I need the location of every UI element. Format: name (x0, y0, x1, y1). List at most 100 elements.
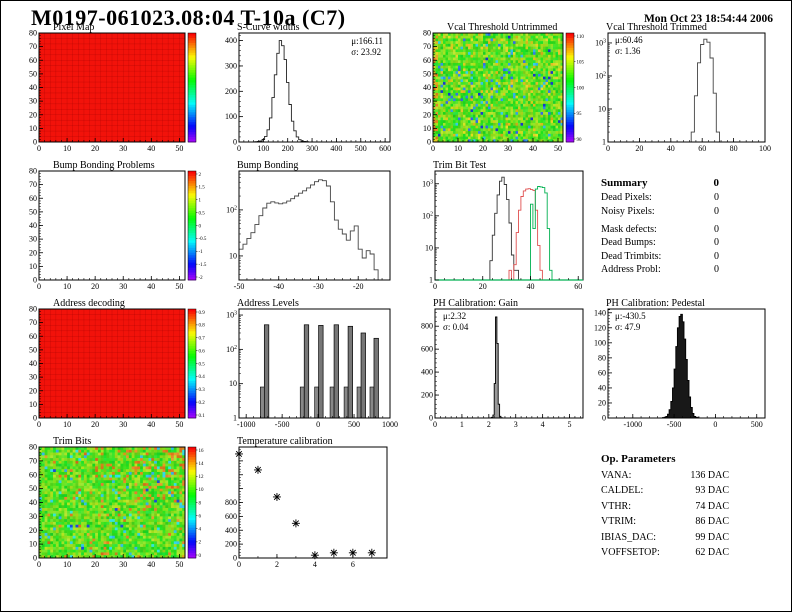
svg-text:50: 50 (29, 207, 37, 216)
svg-text:70: 70 (29, 180, 37, 189)
svg-text:10: 10 (454, 144, 462, 153)
svg-text:10: 10 (229, 379, 237, 388)
svg-text:40: 40 (423, 83, 431, 92)
svg-text:-500: -500 (275, 420, 290, 429)
svg-text:0: 0 (431, 144, 435, 153)
plot-title: Temperature calibration (237, 436, 333, 447)
plot-title: Address decoding (53, 298, 125, 309)
svg-text:0.8: 0.8 (199, 324, 206, 329)
svg-text:20: 20 (29, 386, 37, 395)
svg-text:20: 20 (29, 110, 37, 119)
svg-text:103: 103 (226, 311, 237, 320)
plot-s-curve-widths: S-Curve widths μ:166.11 σ: 23.92 0 100 200 3… (217, 21, 393, 155)
op-parameters-panel: Op. Parameters VANA: 136 DAC CALDEL: 93 DA… (601, 453, 729, 558)
svg-text:400: 400 (330, 144, 342, 153)
svg-text:120: 120 (594, 323, 606, 332)
svg-text:0.6: 0.6 (199, 349, 206, 354)
summary-row: Dead Bumps: 0 (601, 237, 719, 248)
svg-text:40: 40 (147, 282, 155, 291)
chart-canvas: -1000 -500 0 500 1000 1 10 102 103 (226, 308, 398, 429)
svg-text:-40: -40 (273, 282, 284, 291)
svg-text:300: 300 (225, 61, 237, 70)
svg-text:60: 60 (29, 194, 37, 203)
chart-canvas: 0 10 20 30 40 50 0 10 20 30 40 50 60 70 80 (29, 29, 197, 153)
stat-mu: μ:60.46 (615, 35, 643, 45)
stats-box: μ:-430.5 σ: 47.9 (615, 311, 646, 332)
svg-text:30: 30 (504, 144, 512, 153)
timestamp: Mon Oct 23 18:54:44 2006 (643, 13, 773, 25)
svg-text:0: 0 (433, 420, 437, 429)
svg-text:0: 0 (33, 414, 37, 423)
plot-title: Trim Bit Test (433, 160, 487, 171)
svg-text:60: 60 (29, 332, 37, 341)
plot-title: S-Curve widths (237, 22, 300, 33)
svg-text:102: 102 (226, 345, 237, 354)
plot-vcal-threshold-trimmed: Vcal Threshold Trimmed μ:60.46 σ: 1.36 0 2… (591, 21, 771, 155)
svg-text:200: 200 (421, 391, 433, 400)
svg-text:50: 50 (29, 345, 37, 354)
svg-text:100: 100 (577, 86, 585, 91)
svg-text:20: 20 (635, 144, 643, 153)
plot-title: Bump Bonding Problems (53, 160, 155, 171)
svg-text:3: 3 (514, 420, 518, 429)
svg-text:0.3: 0.3 (199, 388, 206, 393)
svg-text:30: 30 (29, 235, 37, 244)
svg-text:50: 50 (29, 69, 37, 78)
plot-address-levels: Address Levels -1000 -500 0 500 1000 1 10 102 103 (217, 297, 398, 431)
chart-canvas: 0 10 20 30 40 50 0 10 20 30 40 50 60 70 80 110 105 100 95 9… (423, 29, 585, 154)
op-parameter-row: IBIAS_DAC: 99 DAC (601, 531, 729, 543)
plot-ph-calibration-gain: PH Calibration: Gain μ:2.32 σ: 0.04 0 1 2 3 4… (419, 297, 587, 431)
svg-text:0: 0 (233, 138, 237, 147)
svg-text:10: 10 (63, 282, 71, 291)
svg-text:60: 60 (574, 282, 582, 291)
svg-text:5: 5 (568, 420, 572, 429)
svg-text:40: 40 (29, 83, 37, 92)
svg-text:2: 2 (199, 173, 202, 178)
svg-text:20: 20 (29, 248, 37, 257)
plot-address-decoding: Address decoding 0 10 20 30 40 50 0 10 20 30 40 50 60… (25, 297, 207, 431)
svg-text:0: 0 (427, 138, 431, 147)
svg-text:0: 0 (37, 420, 41, 429)
svg-text:-1000: -1000 (237, 420, 256, 429)
svg-text:40: 40 (529, 144, 537, 153)
svg-text:95: 95 (577, 112, 583, 117)
svg-text:0: 0 (316, 420, 320, 429)
svg-text:110: 110 (577, 35, 585, 40)
svg-text:70: 70 (423, 42, 431, 51)
svg-text:10: 10 (425, 243, 433, 252)
svg-text:-20: -20 (353, 282, 364, 291)
summary-row: Noisy Pixels: 0 (601, 205, 719, 217)
stat-mu: μ:2.32 (443, 311, 467, 321)
svg-text:90: 90 (577, 138, 583, 143)
svg-text:10: 10 (423, 124, 431, 133)
svg-text:30: 30 (29, 97, 37, 106)
summary-header: Summary 0 (601, 177, 719, 189)
svg-text:20: 20 (423, 110, 431, 119)
svg-text:80: 80 (598, 353, 606, 362)
svg-text:0: 0 (37, 282, 41, 291)
op-parameter-row: CALDEL: 93 DAC (601, 485, 729, 496)
svg-text:40: 40 (667, 144, 675, 153)
svg-text:1: 1 (429, 276, 433, 285)
svg-text:60: 60 (698, 144, 706, 153)
svg-text:0: 0 (433, 282, 437, 291)
svg-text:-1.5: -1.5 (199, 263, 207, 268)
svg-text:80: 80 (423, 29, 431, 38)
svg-text:40: 40 (598, 383, 606, 392)
svg-text:-30: -30 (313, 282, 324, 291)
svg-text:300: 300 (306, 144, 318, 153)
svg-text:100: 100 (759, 144, 771, 153)
svg-text:30: 30 (119, 282, 127, 291)
plot-title: Trim Bits (53, 436, 92, 447)
svg-text:0.4: 0.4 (199, 375, 206, 380)
svg-text:1: 1 (233, 414, 237, 423)
chart-canvas: 0 1 2 3 4 5 0 200 400 600 800 (421, 308, 584, 429)
chart-canvas: -50 -40 -30 -20 10 102 (226, 170, 391, 291)
svg-text:140: 140 (594, 308, 606, 317)
svg-text:1: 1 (460, 420, 464, 429)
svg-text:1: 1 (602, 138, 606, 147)
summary-row: Address Probl: 0 (601, 264, 719, 275)
svg-text:2: 2 (487, 420, 491, 429)
svg-text:-1: -1 (199, 250, 204, 255)
op-parameters-title: Op. Parameters (601, 453, 676, 465)
